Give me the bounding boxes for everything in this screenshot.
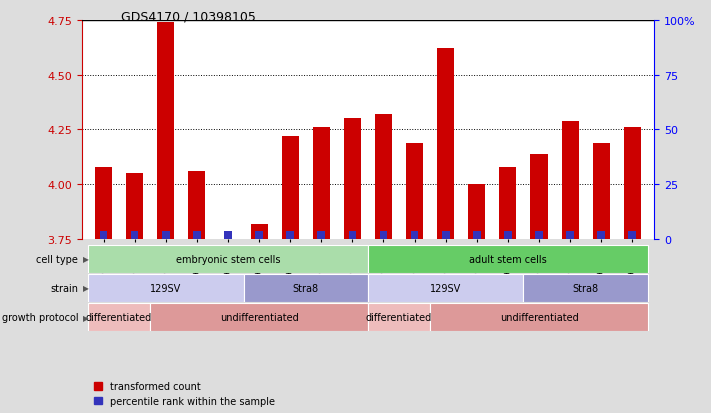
Text: GDS4170 / 10398105: GDS4170 / 10398105: [121, 10, 256, 23]
Bar: [499, 167, 516, 240]
Bar: [368, 274, 523, 302]
Bar: [287, 232, 294, 240]
Bar: [437, 49, 454, 240]
Bar: [224, 232, 232, 240]
Text: Stra8: Stra8: [572, 283, 599, 293]
Bar: [523, 274, 648, 302]
Bar: [535, 232, 543, 240]
Bar: [629, 232, 636, 240]
Bar: [411, 232, 419, 240]
Bar: [150, 304, 368, 332]
Bar: [375, 115, 392, 240]
Bar: [348, 232, 356, 240]
Bar: [469, 185, 486, 240]
Bar: [243, 274, 368, 302]
Bar: [162, 232, 170, 240]
Bar: [530, 154, 547, 240]
Text: undifferentiated: undifferentiated: [220, 313, 299, 323]
Text: differentiated: differentiated: [86, 313, 152, 323]
Bar: [442, 232, 449, 240]
Bar: [593, 143, 610, 240]
Bar: [504, 232, 512, 240]
Bar: [597, 232, 605, 240]
Text: ▶: ▶: [83, 313, 89, 322]
Text: cell type: cell type: [36, 254, 78, 264]
Bar: [88, 245, 368, 273]
Text: adult stem cells: adult stem cells: [469, 254, 547, 264]
Text: embryonic stem cells: embryonic stem cells: [176, 254, 280, 264]
Bar: [193, 232, 201, 240]
Bar: [255, 232, 263, 240]
Text: growth protocol: growth protocol: [1, 313, 78, 323]
Bar: [313, 128, 330, 240]
Text: Stra8: Stra8: [293, 283, 319, 293]
Bar: [624, 128, 641, 240]
Bar: [188, 172, 205, 240]
Bar: [566, 232, 574, 240]
Bar: [473, 232, 481, 240]
Bar: [282, 137, 299, 240]
Bar: [126, 174, 143, 240]
Bar: [430, 304, 648, 332]
Bar: [157, 23, 174, 240]
Text: strain: strain: [50, 283, 78, 293]
Legend: transformed count, percentile rank within the sample: transformed count, percentile rank withi…: [94, 381, 275, 406]
Text: 129SV: 129SV: [430, 283, 461, 293]
Bar: [250, 224, 267, 240]
Bar: [562, 121, 579, 240]
Bar: [88, 274, 243, 302]
Bar: [88, 304, 150, 332]
Bar: [368, 245, 648, 273]
Bar: [95, 167, 112, 240]
Text: ▶: ▶: [83, 254, 89, 263]
Bar: [131, 232, 139, 240]
Bar: [317, 232, 325, 240]
Text: differentiated: differentiated: [366, 313, 432, 323]
Text: 129SV: 129SV: [150, 283, 181, 293]
Bar: [380, 232, 387, 240]
Bar: [100, 232, 107, 240]
Bar: [344, 119, 361, 240]
Text: ▶: ▶: [83, 284, 89, 293]
Bar: [406, 143, 423, 240]
Text: undifferentiated: undifferentiated: [500, 313, 579, 323]
Bar: [368, 304, 430, 332]
